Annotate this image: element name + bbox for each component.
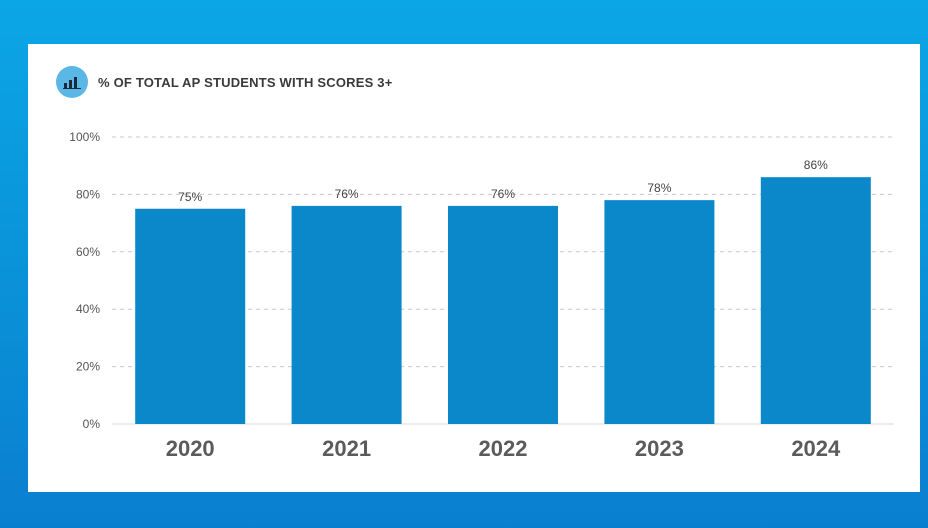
bar-chart-icon — [56, 66, 88, 98]
x-tick-label: 2020 — [166, 436, 215, 461]
y-tick-label: 20% — [76, 360, 100, 374]
bar-chart: 0% 20% 40% 60% 80% 100% 75% 2020 76% 2021 76% 2022 7… — [69, 130, 894, 461]
x-tick-label: 2022 — [479, 436, 528, 461]
bar — [291, 205, 402, 424]
y-tick-label: 40% — [76, 302, 100, 316]
bar — [760, 177, 871, 424]
bar-value-label: 78% — [647, 181, 671, 195]
bar-value-label: 76% — [335, 187, 359, 201]
bar-value-label: 76% — [491, 187, 515, 201]
bar — [604, 200, 715, 424]
x-tick-label: 2021 — [322, 436, 371, 461]
x-tick-label: 2024 — [791, 436, 841, 461]
chart-header: % OF TOTAL AP STUDENTS WITH SCORES 3+ — [56, 66, 393, 98]
bar-value-label: 75% — [178, 190, 202, 204]
bar — [448, 205, 558, 424]
y-tick-label: 60% — [76, 245, 100, 259]
y-tick-label: 100% — [69, 130, 100, 144]
y-tick-label: 0% — [83, 417, 101, 431]
chart-title: % OF TOTAL AP STUDENTS WITH SCORES 3+ — [98, 74, 393, 90]
bar — [135, 208, 246, 424]
chart-card: % OF TOTAL AP STUDENTS WITH SCORES 3+ 0%… — [28, 44, 920, 492]
x-tick-label: 2023 — [635, 436, 684, 461]
y-tick-label: 80% — [76, 187, 100, 201]
bar-value-label: 86% — [804, 158, 828, 172]
